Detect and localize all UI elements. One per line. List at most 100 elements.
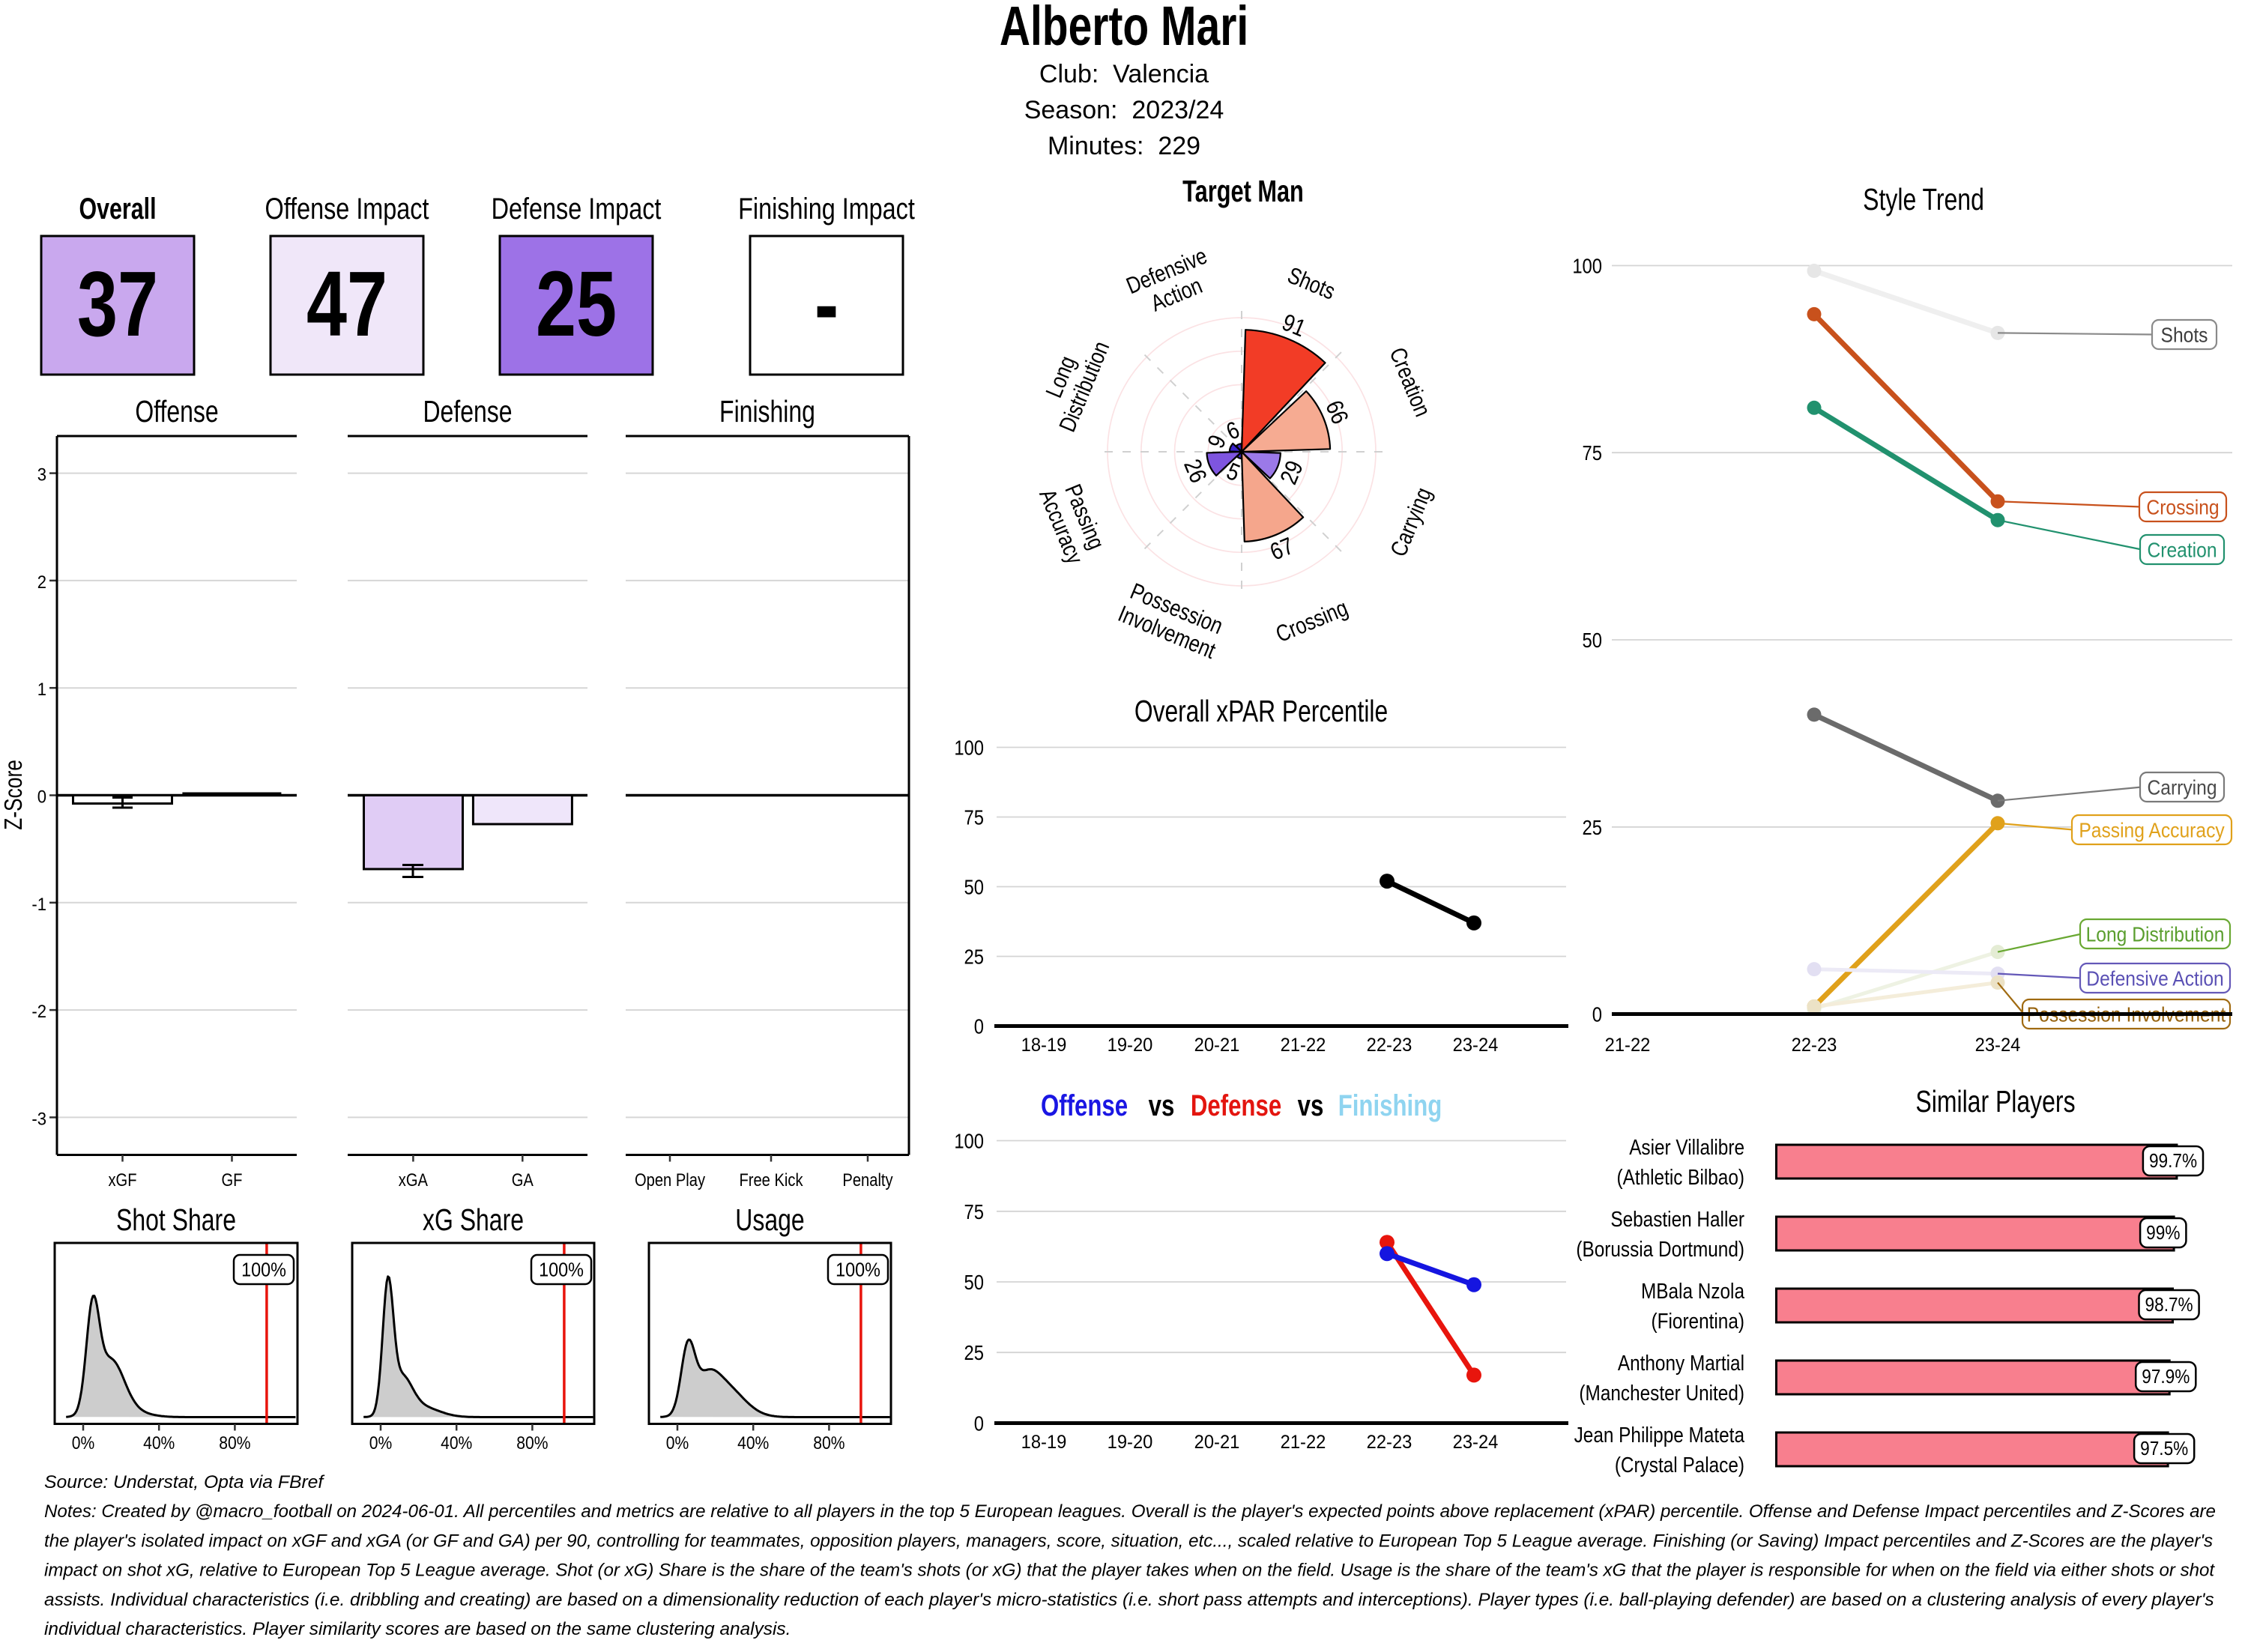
svg-text:21-22: 21-22 <box>1281 1432 1326 1453</box>
svg-text:100%: 100% <box>539 1259 584 1280</box>
svg-text:Shots: Shots <box>2161 323 2208 347</box>
svg-text:Season: 2023/24: Season: 2023/24 <box>1024 96 1224 124</box>
svg-text:Source: Understat, Opta via FB: Source: Understat, Opta via FBref <box>44 1472 325 1492</box>
svg-text:100: 100 <box>954 736 984 760</box>
svg-text:Offense: Offense <box>1041 1089 1128 1122</box>
svg-text:Sebastien Haller: Sebastien Haller <box>1610 1207 1744 1231</box>
svg-text:100%: 100% <box>836 1259 880 1280</box>
svg-text:impact on shot xG, relative to: impact on shot xG, relative to European … <box>44 1561 2215 1581</box>
svg-text:xGF: xGF <box>108 1170 136 1190</box>
svg-text:23-24: 23-24 <box>1453 1432 1499 1453</box>
svg-text:individual characteristics. Pl: individual characteristics. Player simil… <box>44 1619 791 1639</box>
svg-text:22-23: 22-23 <box>1792 1035 1837 1056</box>
svg-text:50: 50 <box>964 875 984 899</box>
svg-text:80%: 80% <box>219 1433 250 1453</box>
svg-text:23-24: 23-24 <box>1453 1035 1499 1056</box>
svg-text:(Athletic Bilbao): (Athletic Bilbao) <box>1616 1165 1744 1189</box>
svg-text:21-22: 21-22 <box>1281 1035 1326 1056</box>
svg-text:(Manchester United): (Manchester United) <box>1579 1381 1744 1405</box>
svg-text:MBala Nzola: MBala Nzola <box>1641 1279 1744 1303</box>
svg-text:18-19: 18-19 <box>1021 1035 1067 1056</box>
svg-text:Asier Villalibre: Asier Villalibre <box>1629 1135 1744 1159</box>
svg-text:1: 1 <box>37 679 46 699</box>
svg-text:0%: 0% <box>72 1433 95 1453</box>
svg-text:Carrying: Carrying <box>2147 775 2217 799</box>
svg-text:75: 75 <box>964 1199 984 1223</box>
svg-text:98.7%: 98.7% <box>2145 1295 2193 1316</box>
svg-text:0%: 0% <box>369 1433 393 1453</box>
svg-text:Anthony Martial: Anthony Martial <box>1618 1351 1744 1375</box>
svg-text:19-20: 19-20 <box>1108 1035 1153 1056</box>
svg-text:0: 0 <box>37 787 46 807</box>
svg-text:25: 25 <box>964 1340 984 1364</box>
svg-text:Penalty: Penalty <box>842 1170 893 1190</box>
svg-text:Minutes: 229: Minutes: 229 <box>1048 132 1200 160</box>
svg-text:Defense: Defense <box>1191 1089 1281 1122</box>
svg-text:Alberto Mari: Alberto Mari <box>1000 0 1248 57</box>
svg-text:Z-Score: Z-Score <box>0 760 27 830</box>
svg-text:50: 50 <box>1583 628 1602 652</box>
svg-text:40%: 40% <box>737 1433 769 1453</box>
svg-text:vs: vs <box>1298 1089 1324 1122</box>
svg-text:(Fiorentina): (Fiorentina) <box>1652 1309 1744 1333</box>
svg-text:40%: 40% <box>143 1433 175 1453</box>
svg-text:22-23: 22-23 <box>1367 1035 1412 1056</box>
svg-text:Offense Impact: Offense Impact <box>265 192 429 226</box>
svg-text:75: 75 <box>964 805 984 829</box>
svg-text:Offense: Offense <box>135 394 218 429</box>
svg-text:-3: -3 <box>31 1109 46 1129</box>
svg-text:25: 25 <box>964 945 984 969</box>
svg-text:-: - <box>815 253 839 355</box>
svg-text:Notes: Created by @macro_footb: Notes: Created by @macro_football on 202… <box>44 1501 2216 1522</box>
svg-text:99%: 99% <box>2146 1223 2180 1244</box>
svg-text:80%: 80% <box>813 1433 844 1453</box>
svg-text:100: 100 <box>954 1129 984 1153</box>
svg-text:25: 25 <box>536 253 617 355</box>
svg-text:assists. Individual characteri: assists. Individual characteristics (i.e… <box>44 1590 2214 1610</box>
svg-text:Long Distribution: Long Distribution <box>2086 922 2225 946</box>
svg-text:37: 37 <box>77 253 158 355</box>
svg-text:23-24: 23-24 <box>1975 1035 2021 1056</box>
svg-text:19-20: 19-20 <box>1108 1432 1153 1453</box>
svg-text:0: 0 <box>1592 1002 1602 1026</box>
svg-text:Finishing Impact: Finishing Impact <box>738 192 915 226</box>
svg-text:Style Trend: Style Trend <box>1863 182 1984 217</box>
svg-text:Defensive Action: Defensive Action <box>2086 966 2223 990</box>
svg-text:20-21: 20-21 <box>1194 1432 1240 1453</box>
svg-text:100%: 100% <box>241 1259 286 1280</box>
svg-text:Target Man: Target Man <box>1182 174 1304 208</box>
svg-text:Crossing: Crossing <box>2146 495 2219 519</box>
svg-text:Defense Impact: Defense Impact <box>492 192 662 226</box>
svg-text:97.5%: 97.5% <box>2140 1438 2188 1460</box>
svg-text:Jean Philippe Mateta: Jean Philippe Mateta <box>1574 1423 1744 1447</box>
svg-text:3: 3 <box>37 465 46 485</box>
svg-text:vs: vs <box>1149 1089 1175 1122</box>
svg-text:Open Play: Open Play <box>635 1170 706 1190</box>
svg-text:40%: 40% <box>441 1433 472 1453</box>
svg-text:GA: GA <box>512 1170 534 1190</box>
svg-text:-2: -2 <box>31 1001 46 1021</box>
svg-text:Defense: Defense <box>423 394 512 429</box>
svg-text:75: 75 <box>1583 441 1602 465</box>
svg-text:Overall xPAR Percentile: Overall xPAR Percentile <box>1134 694 1388 728</box>
svg-text:20-21: 20-21 <box>1194 1035 1240 1056</box>
svg-text:Passing Accuracy: Passing Accuracy <box>2079 818 2225 842</box>
svg-text:47: 47 <box>306 253 387 355</box>
svg-text:25: 25 <box>1583 815 1602 839</box>
svg-text:80%: 80% <box>516 1433 548 1453</box>
svg-text:22-23: 22-23 <box>1367 1432 1412 1453</box>
svg-text:xG Share: xG Share <box>423 1202 524 1237</box>
svg-text:18-19: 18-19 <box>1021 1432 1067 1453</box>
svg-text:Free Kick: Free Kick <box>739 1170 803 1190</box>
svg-text:2: 2 <box>37 572 46 592</box>
svg-text:Overall: Overall <box>79 192 156 226</box>
svg-text:Finishing: Finishing <box>1338 1089 1442 1122</box>
svg-text:GF: GF <box>222 1170 243 1190</box>
svg-text:100: 100 <box>1572 254 1602 278</box>
svg-text:Creation: Creation <box>2147 538 2217 562</box>
svg-text:xGA: xGA <box>399 1170 428 1190</box>
svg-text:Shot Share: Shot Share <box>116 1202 236 1237</box>
svg-text:Club: Valencia: Club: Valencia <box>1039 60 1209 88</box>
svg-text:50: 50 <box>964 1270 984 1294</box>
svg-text:the player's isolated impact o: the player's isolated impact on xGF and … <box>44 1531 2213 1551</box>
